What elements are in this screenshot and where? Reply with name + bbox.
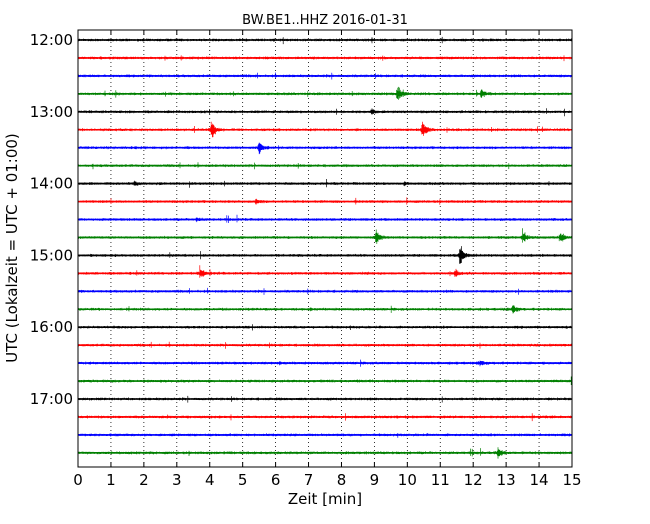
y-tick-label: 13:00 — [30, 103, 73, 121]
trace-signal — [77, 376, 573, 385]
trace-row — [77, 108, 573, 117]
trace-row — [77, 447, 573, 459]
trace-signal — [77, 142, 573, 155]
trace-signal — [77, 228, 573, 244]
trace-row — [77, 54, 573, 62]
trace-row — [77, 214, 573, 223]
trace-row — [77, 36, 573, 45]
trace-signal — [77, 162, 573, 170]
trace-row — [77, 86, 573, 100]
trace-signal — [77, 359, 573, 367]
trace-signal — [77, 108, 573, 117]
trace-signal — [77, 341, 573, 349]
chart-title: BW.BE1..HHZ 2016-01-31 — [242, 13, 408, 28]
trace-signal — [77, 179, 573, 188]
x-tick-label: 5 — [238, 471, 248, 489]
trace-signal — [77, 86, 573, 100]
trace-signal — [77, 395, 573, 403]
x-tick-label: 4 — [205, 471, 215, 489]
trace-row — [77, 197, 573, 205]
trace-signal — [77, 36, 573, 45]
trace-row — [77, 121, 573, 138]
trace-row — [77, 179, 573, 188]
trace-row — [77, 376, 573, 385]
trace-signal — [77, 324, 573, 331]
grid — [110, 30, 540, 467]
y-axis: 12:00 13:00 14:00 15:00 16:00 17:00 — [30, 31, 572, 408]
x-tick-label: 9 — [370, 471, 380, 489]
y-axis-label: UTC (Lokalzeit = UTC + 01:00) — [3, 133, 21, 363]
x-tick-label: 13 — [497, 471, 516, 489]
x-tick-label: 1 — [106, 471, 116, 489]
x-axis: 0 1 2 3 4 5 6 7 8 9 10 11 12 13 14 15 — [73, 30, 582, 489]
trace-signal — [77, 447, 573, 459]
trace-signal — [77, 433, 573, 438]
x-tick-label: 0 — [73, 471, 83, 489]
x-tick-label: 2 — [139, 471, 149, 489]
trace-signal — [77, 265, 573, 278]
x-tick-label: 8 — [337, 471, 347, 489]
trace-row — [77, 142, 573, 155]
trace-row — [77, 413, 573, 422]
x-tick-label: 6 — [271, 471, 281, 489]
x-tick-label: 12 — [464, 471, 483, 489]
plot-frame — [77, 29, 573, 468]
trace-signal — [77, 197, 573, 205]
y-tick-label: 12:00 — [30, 31, 73, 49]
y-tick-label: 15:00 — [30, 246, 73, 264]
trace-signal — [77, 413, 573, 422]
x-tick-label: 11 — [431, 471, 450, 489]
trace-signal — [77, 305, 573, 314]
trace-row — [77, 341, 573, 349]
x-tick-label: 14 — [530, 471, 549, 489]
trace-signal — [77, 287, 573, 295]
trace-row — [77, 162, 573, 170]
traces — [77, 36, 573, 459]
trace-row — [77, 246, 573, 264]
trace-row — [77, 265, 573, 278]
x-axis-label: Zeit [min] — [288, 490, 362, 508]
trace-row — [77, 433, 573, 438]
trace-row — [77, 395, 573, 403]
x-tick-label: 10 — [398, 471, 417, 489]
trace-signal — [77, 54, 573, 62]
trace-row — [77, 228, 573, 244]
trace-row — [77, 287, 573, 295]
y-tick-label: 17:00 — [30, 390, 73, 408]
trace-signal — [77, 121, 573, 138]
x-tick-label: 7 — [304, 471, 314, 489]
trace-row — [77, 359, 573, 367]
trace-row — [77, 72, 573, 80]
x-tick-label: 15 — [562, 471, 581, 489]
y-tick-label: 16:00 — [30, 318, 73, 336]
trace-row — [77, 305, 573, 314]
trace-signal — [77, 72, 573, 80]
trace-signal — [77, 246, 573, 264]
trace-row — [77, 324, 573, 331]
x-tick-label: 3 — [172, 471, 182, 489]
y-tick-label: 14:00 — [30, 175, 73, 193]
